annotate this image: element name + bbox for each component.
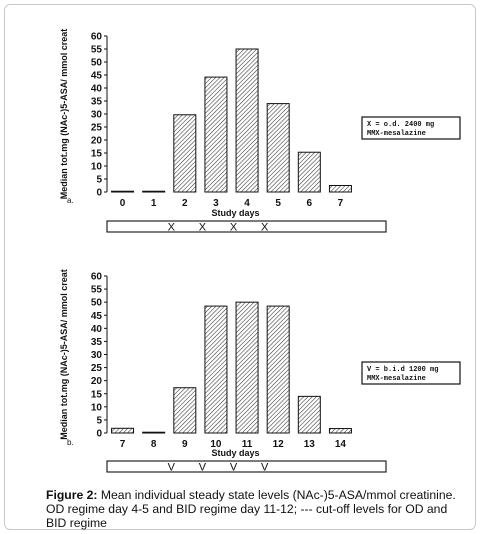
y-tick-label: 50 [91,58,103,69]
regime-mark: X [261,222,269,234]
y-tick-label: 55 [91,45,103,56]
x-axis-title: Study days [211,208,259,218]
y-tick-label: 5 [96,175,102,186]
x-tick-label: 13 [304,439,316,450]
regime-strip [106,460,387,473]
x-tick-label: 9 [182,439,188,450]
x-tick-label: 5 [275,198,281,209]
x-tick-label: 2 [182,198,188,209]
bar [142,190,166,193]
regime-strip [106,220,387,233]
bar [111,427,135,434]
y-tick-label: 30 [91,350,103,361]
x-tick-label: 14 [335,439,347,450]
y-axis-title: Median tot.mg (NAc-)5-ASA/ mmol creat [59,269,69,440]
regime-mark: V [261,462,269,474]
y-tick-label: 60 [91,272,103,283]
bar [235,301,259,434]
bar [204,76,228,193]
bar [173,387,197,434]
x-tick-label: 1 [151,198,157,209]
legend-entry: MMX-mesalazine [367,375,426,383]
caption-text: Mean individual steady state levels (NAc… [46,488,456,530]
x-tick-label: 8 [151,439,157,450]
panel-label: a. [67,196,74,205]
y-tick-label: 15 [91,149,103,160]
regime-mark: V [230,462,238,474]
y-tick-label: 20 [91,376,103,387]
bar [297,395,321,434]
y-tick-label: 40 [91,84,103,95]
bar [204,305,228,434]
y-tick-label: 40 [91,324,103,335]
legend-entry: MMX-mesalazine [367,130,426,138]
y-tick-label: 55 [91,285,103,296]
x-tick-label: 7 [338,198,344,209]
x-tick-label: 0 [120,198,126,209]
legend-entry: V = b.i.d 1200 mg [367,366,438,374]
y-tick-label: 10 [91,402,103,413]
bar [173,114,197,193]
y-tick-label: 10 [91,162,103,173]
x-tick-label: 11 [242,439,253,450]
y-tick-label: 15 [91,389,103,400]
x-tick-label: 4 [244,198,250,209]
legend-box [361,361,461,385]
y-tick-label: 25 [91,363,103,374]
y-tick-label: 20 [91,136,103,147]
caption-label: Figure 2: [46,488,98,502]
panel-label: b. [67,438,74,447]
regime-mark: X [230,222,238,234]
bar [328,428,352,434]
y-tick-label: 35 [91,97,103,108]
x-tick-label: 7 [120,439,126,450]
y-tick-label: 45 [91,311,103,322]
bar [297,151,321,193]
figure-frame [4,4,476,530]
y-tick-label: 50 [91,298,103,309]
regime-mark: X [199,222,207,234]
y-tick-label: 0 [96,188,102,199]
bar [266,305,290,434]
figure-caption: Figure 2: Mean individual steady state l… [46,488,466,530]
y-tick-label: 45 [91,71,103,82]
x-tick-label: 12 [273,439,285,450]
y-tick-label: 30 [91,110,103,121]
bar [235,48,259,193]
y-tick-label: 35 [91,337,103,348]
x-tick-label: 6 [307,198,313,209]
y-tick-label: 25 [91,123,103,134]
bar [142,431,166,434]
y-tick-label: 0 [96,429,102,440]
regime-mark: V [199,462,207,474]
bar [328,185,352,193]
bar [111,190,135,193]
x-tick-label: 10 [210,439,222,450]
y-tick-label: 5 [96,415,102,426]
y-tick-label: 60 [91,32,103,43]
y-axis-title: Median tot.mg (NAc-)5-ASA/ mmol creat [59,29,69,200]
x-axis-title: Study days [211,448,259,458]
bar [266,103,290,193]
regime-mark: V [168,462,176,474]
regime-mark: X [168,222,176,234]
legend-box [361,116,461,140]
x-tick-label: 3 [213,198,219,209]
legend-entry: X = o.d. 2400 mg [367,121,434,129]
